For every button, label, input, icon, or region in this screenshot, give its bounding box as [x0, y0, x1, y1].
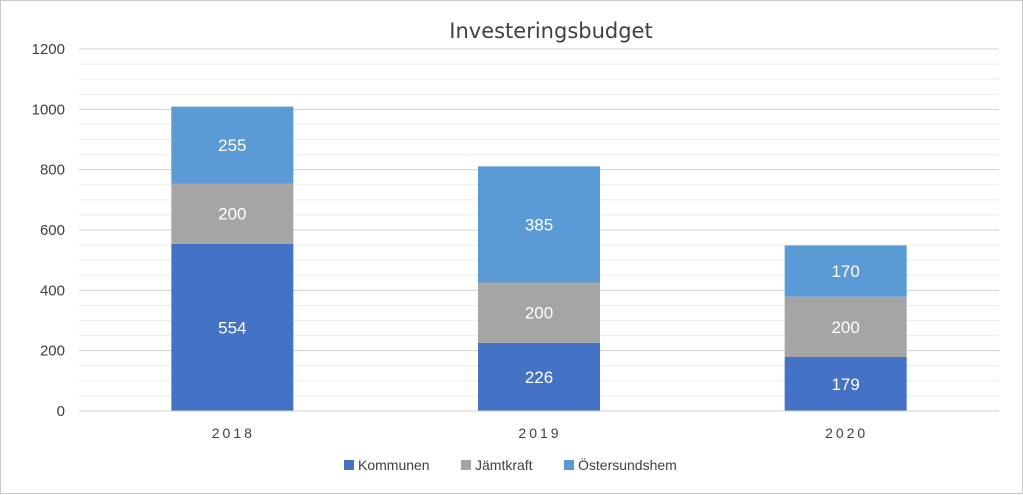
x-tick-label: 2020	[825, 425, 868, 441]
bar-segment	[171, 183, 294, 244]
data-label: 200	[218, 205, 246, 224]
bar-segment	[171, 106, 294, 184]
legend-label: Östersundshem	[578, 456, 677, 473]
legend-swatch	[564, 460, 574, 470]
y-tick-label: 200	[40, 343, 65, 360]
x-tick-label: 2018	[212, 425, 255, 441]
y-tick-label: 1200	[32, 41, 65, 58]
chart-bars	[171, 106, 907, 411]
bar-segment	[784, 245, 907, 297]
legend-label: Jämtkraft	[475, 457, 533, 473]
chart-legend: Kommunen Jämtkraft Östersundshem	[344, 456, 677, 473]
bar-segment	[784, 357, 907, 411]
chart-title: Investeringsbudget	[449, 19, 652, 43]
data-label: 179	[831, 375, 859, 394]
data-label: 200	[525, 304, 553, 323]
y-tick-label: 800	[40, 162, 65, 179]
y-tick-label: 600	[40, 222, 65, 239]
bar-segment	[171, 243, 294, 411]
data-label: 385	[525, 215, 553, 234]
bar-segment	[478, 282, 600, 343]
data-label: 200	[831, 318, 859, 337]
legend-label: Kommunen	[358, 457, 430, 473]
bar-segment	[478, 342, 600, 411]
data-label: 255	[218, 136, 246, 155]
data-label: 554	[218, 318, 246, 337]
chart-data-labels: 554 200 255 226 200 385 179 200 170	[218, 136, 860, 394]
bar-segment	[478, 166, 600, 283]
legend-swatch	[344, 460, 354, 470]
data-label: 226	[525, 368, 553, 387]
bar-segment	[784, 296, 907, 358]
legend-swatch	[461, 460, 471, 470]
x-tick-label: 2019	[518, 425, 561, 441]
y-tick-label: 0	[57, 403, 65, 420]
y-tick-label: 1000	[32, 101, 65, 118]
chart-y-axis: 0 200 400 600 800 1000 1200	[32, 41, 65, 420]
data-label: 170	[831, 262, 859, 281]
y-tick-label: 400	[40, 282, 65, 299]
chart-x-axis: 2018 2019 2020	[79, 410, 999, 441]
